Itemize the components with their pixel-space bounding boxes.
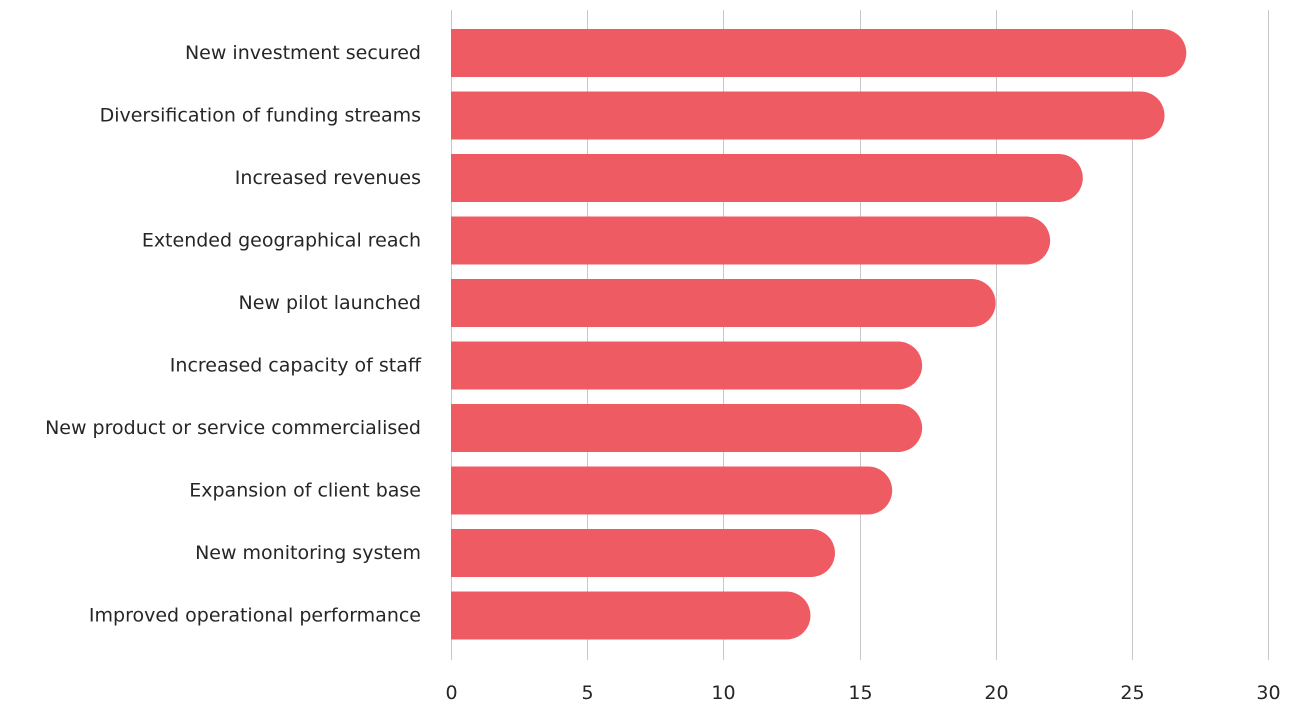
category-label: Increased revenues (235, 167, 421, 189)
x-tick-label: 15 (848, 682, 872, 704)
bars (451, 29, 1187, 640)
x-axis-tick-labels: 0 5 10 15 20 25 30 (445, 682, 1280, 704)
category-labels: New investment secured Diversification of… (45, 42, 422, 627)
bar (451, 466, 893, 515)
x-tick-label: 30 (1256, 682, 1280, 704)
bar (451, 404, 923, 452)
category-label: New product or service commercialised (45, 417, 421, 439)
category-label: New investment secured (185, 42, 421, 64)
x-tick-label: 25 (1120, 682, 1144, 704)
bar (451, 341, 923, 390)
bar (451, 216, 1051, 265)
x-tick-label: 0 (445, 682, 457, 704)
category-label: Expansion of client base (189, 480, 421, 502)
category-label: New monitoring system (195, 542, 421, 564)
x-tick-label: 10 (711, 682, 735, 704)
bar (451, 591, 811, 640)
category-label: Extended geographical reach (142, 230, 421, 252)
category-label: Increased capacity of staff (170, 355, 422, 377)
bar (451, 91, 1165, 140)
x-tick-label: 20 (984, 682, 1008, 704)
category-label: New pilot launched (239, 292, 421, 314)
bar (451, 529, 835, 577)
bar (451, 29, 1187, 77)
bar (451, 279, 996, 327)
category-label: Improved operational performance (89, 605, 421, 627)
x-tick-label: 5 (581, 682, 593, 704)
category-label: Diversification of funding streams (100, 105, 421, 127)
bar (451, 154, 1083, 202)
